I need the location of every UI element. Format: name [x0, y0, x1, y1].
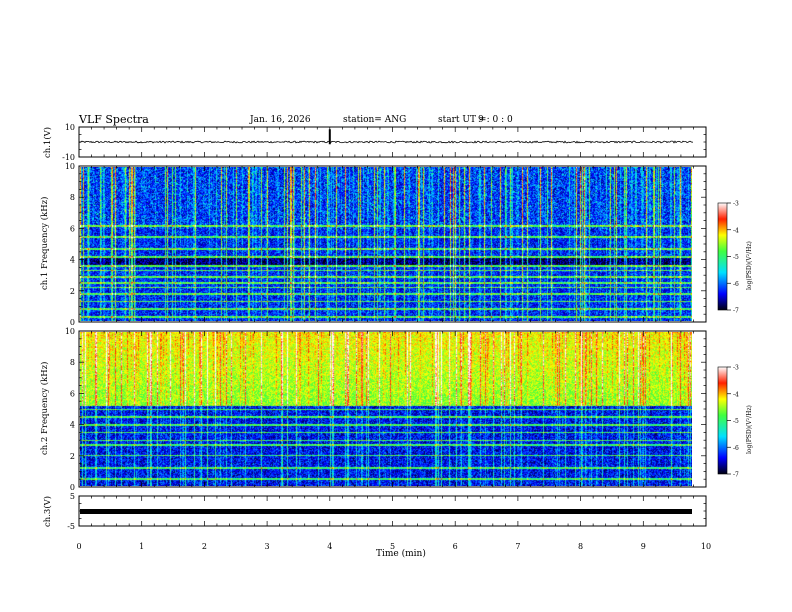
ch1-spectrogram-heatmap — [80, 167, 692, 321]
colorbar-tick-label: -4 — [733, 391, 739, 398]
y-tick-label: 2 — [70, 452, 75, 461]
axis-ticks — [78, 126, 731, 527]
x-tick-label: 8 — [578, 542, 583, 551]
y-tick-label: 6 — [70, 224, 75, 233]
ch1-colorbar — [717, 202, 728, 311]
y-tick-label: 5 — [70, 492, 75, 501]
y-tick-label: 0 — [70, 483, 75, 492]
colorbar-tick-label: -6 — [733, 445, 739, 452]
y-tick-label: -10 — [62, 153, 75, 162]
ch2-colorbar — [717, 366, 728, 475]
ch2-spectrogram-ylabel: ch.2 Frequency (kHz) — [40, 361, 50, 455]
colorbar-tick-label: -5 — [733, 254, 739, 261]
y-tick-label: 4 — [70, 256, 75, 265]
y-tick-label: 10 — [65, 162, 75, 171]
y-tick-label: 4 — [70, 421, 75, 430]
colorbar-tick-label: -7 — [733, 472, 739, 479]
colorbar-tick-label: -7 — [733, 308, 739, 315]
ch1-waveform-line — [78, 140, 694, 144]
x-tick-label: 2 — [202, 542, 207, 551]
ch1-colorbar-label: log(PSD)(V²/Hz) — [746, 241, 753, 290]
x-axis-label: Time (min) — [376, 549, 426, 559]
figure-start-value: 9 : 0 : 0 — [478, 115, 513, 125]
y-tick-label: 6 — [70, 389, 75, 398]
ch1-waveform-ylabel: ch.1(V) — [43, 126, 53, 158]
figure-station: station= ANG — [343, 115, 407, 125]
y-tick-label: 2 — [70, 287, 75, 296]
x-tick-label: 1 — [139, 542, 144, 551]
x-tick-label: 9 — [641, 542, 646, 551]
figure-start-label: start UT = — [438, 115, 487, 125]
colorbar-tick-label: -4 — [733, 227, 739, 234]
y-tick-label: 8 — [70, 358, 75, 367]
y-tick-label: 0 — [70, 318, 75, 327]
x-tick-label: 10 — [701, 542, 711, 551]
axis-tick-labels: 0 1 2 3 4 5 6 7 8 9 1010-10024681002468105-5-3-4-5… — [62, 123, 739, 551]
ch1-spectrogram-ylabel: ch.1 Frequency (kHz) — [40, 196, 50, 290]
figure-title: VLF Spectra — [79, 113, 149, 126]
y-tick-label: 10 — [65, 327, 75, 336]
x-tick-label: 3 — [265, 542, 270, 551]
x-tick-label: 0 — [76, 542, 81, 551]
colorbar-tick-label: -5 — [733, 418, 739, 425]
y-tick-label: 10 — [65, 123, 75, 132]
ch1-spectrogram-panel — [78, 165, 707, 323]
colorbar-tick-label: -6 — [733, 281, 739, 288]
y-tick-label: -5 — [67, 522, 75, 531]
ch2-spectrogram-heatmap — [80, 332, 692, 486]
ch3-waveform-ylabel: ch.3(V) — [43, 495, 53, 527]
colorbar-tick-label: -3 — [733, 365, 739, 372]
colorbar-tick-label: -3 — [733, 201, 739, 208]
x-tick-label: 5 — [390, 542, 395, 551]
ch2-colorbar-label: log(PSD)(V²/Hz) — [746, 405, 753, 454]
figure-date: Jan. 16, 2026 — [250, 115, 311, 125]
ch2-spectrogram-panel — [78, 330, 707, 488]
x-tick-label: 4 — [327, 542, 332, 551]
y-tick-label: 8 — [70, 193, 75, 202]
ch3-waveform-line — [80, 509, 692, 514]
x-tick-label: 6 — [453, 542, 458, 551]
x-tick-label: 7 — [515, 542, 520, 551]
